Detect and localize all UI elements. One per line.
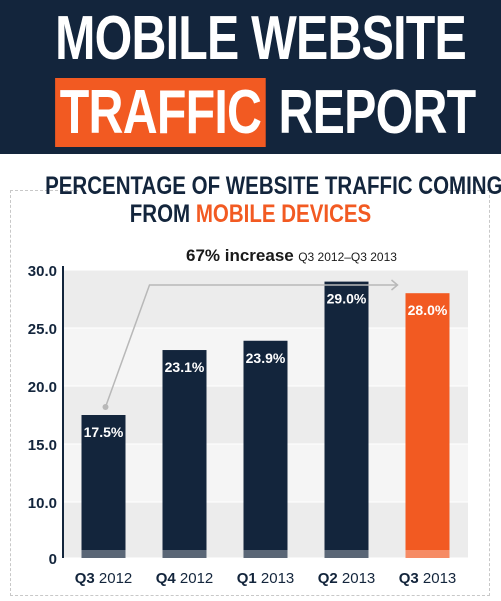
chart-title-line2: FROM MOBILE DEVICES [45, 200, 456, 228]
bar-value-label: 17.5% [84, 424, 124, 440]
x-tick-label: Q1 2013 [237, 570, 295, 587]
bar-value-label: 23.1% [165, 359, 205, 375]
bar-base [162, 550, 207, 558]
bar-value-label: 23.9% [246, 350, 286, 366]
y-tick-label: 10.0 [28, 495, 57, 512]
banner-highlight-word: TRAFFIC [55, 78, 266, 147]
x-tick-label: Q4 2012 [156, 570, 214, 587]
annotation-value: 67% increase [186, 246, 294, 265]
header-banner: MOBILE WEBSITE TRAFFIC REPORT [0, 0, 501, 154]
x-tick-label: Q3 2012 [75, 570, 133, 587]
banner-title-line1: MOBILE WEBSITE [55, 4, 467, 73]
chart-title-accent: MOBILE DEVICES [195, 200, 372, 228]
y-tick-label: 30.0 [28, 263, 57, 280]
bar-base [81, 550, 126, 558]
bar-base [405, 550, 450, 558]
banner-title-line2: TRAFFIC REPORT [55, 78, 476, 148]
bar [405, 293, 450, 558]
increase-arrow-dot [102, 404, 109, 410]
bar [243, 340, 288, 558]
increase-annotation: 67% increase Q3 2012–Q3 2013 [186, 246, 416, 266]
increase-arrow-line [104, 284, 398, 408]
y-tick-label: 25.0 [28, 321, 57, 338]
x-tick-label: Q2 2013 [318, 570, 376, 587]
bar-value-label: 29.0% [327, 291, 367, 307]
y-tick-label: 15.0 [28, 437, 57, 454]
x-tick-label: Q3 2013 [399, 570, 457, 587]
grid-band [63, 270, 468, 328]
bar [162, 350, 207, 558]
y-tick-label: 20.0 [28, 379, 57, 396]
increase-arrow-head [391, 279, 399, 291]
bar [81, 415, 126, 558]
chart-frame [10, 190, 490, 596]
annotation-range: Q3 2012–Q3 2013 [298, 250, 397, 264]
frame-top-left [10, 190, 78, 191]
bar-base [324, 550, 369, 558]
y-tick-label: 0 [49, 551, 57, 568]
chart-title-prefix: FROM [129, 200, 191, 228]
chart-title-line1: PERCENTAGE OF WEBSITE TRAFFIC COMING [45, 172, 501, 200]
banner-title-rest: REPORT [278, 78, 477, 147]
bar-base [243, 550, 288, 558]
bar-value-label: 28.0% [408, 302, 448, 318]
bar [324, 281, 369, 558]
frame-top-right [424, 190, 490, 191]
